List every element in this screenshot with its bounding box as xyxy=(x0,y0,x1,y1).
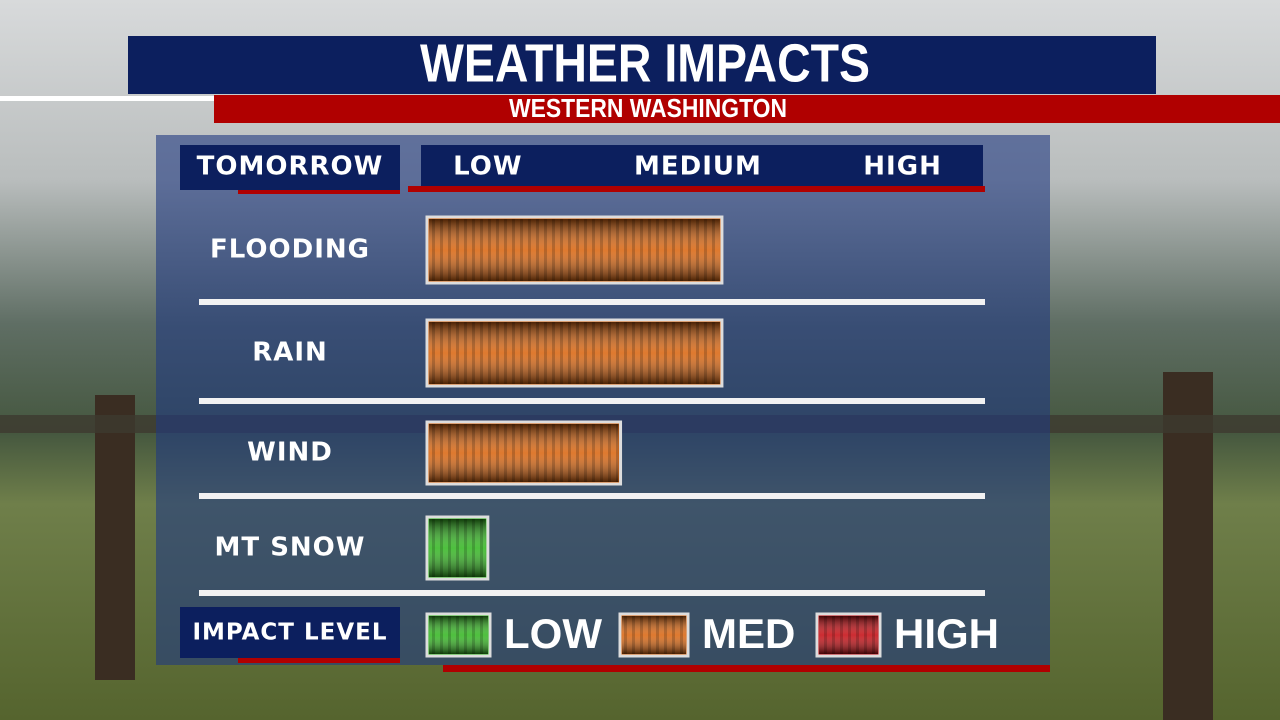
row-separator xyxy=(199,398,985,404)
bar-texture xyxy=(429,219,720,281)
legend-label: MED xyxy=(702,610,795,657)
bar-texture xyxy=(429,519,486,577)
fence-post xyxy=(95,395,135,680)
title: WEATHER IMPACTS xyxy=(420,33,870,93)
legend-title: IMPACT LEVEL xyxy=(192,620,387,646)
bar-texture xyxy=(429,322,720,384)
x-tick-label: LOW xyxy=(453,152,522,182)
category-label: MT SNOW xyxy=(215,533,366,563)
accent-line xyxy=(408,186,985,192)
title-banner xyxy=(128,36,1156,94)
x-tick-label: HIGH xyxy=(863,152,942,182)
row-separator xyxy=(199,493,985,499)
accent-line xyxy=(238,190,400,194)
accent-line xyxy=(0,96,214,101)
bar-texture xyxy=(622,616,686,654)
header-box xyxy=(180,145,400,190)
subtitle: WESTERN WASHINGTON xyxy=(509,93,787,123)
legend-box xyxy=(180,607,400,658)
bar-texture xyxy=(429,424,619,482)
category-label: FLOODING xyxy=(210,235,370,265)
legend-label: LOW xyxy=(504,610,602,657)
subtitle-banner xyxy=(214,95,1280,123)
bar-texture xyxy=(819,616,878,654)
category-label: WIND xyxy=(247,438,333,468)
bar-texture xyxy=(429,616,488,654)
legend-label: HIGH xyxy=(894,610,999,657)
scale-box xyxy=(421,145,983,187)
row-separator xyxy=(199,590,985,596)
header-label: TOMORROW xyxy=(197,152,384,182)
category-label: RAIN xyxy=(252,338,328,368)
accent-line xyxy=(238,658,400,663)
row-separator xyxy=(199,299,985,305)
accent-line xyxy=(443,665,1050,672)
x-tick-label: MEDIUM xyxy=(634,152,762,182)
